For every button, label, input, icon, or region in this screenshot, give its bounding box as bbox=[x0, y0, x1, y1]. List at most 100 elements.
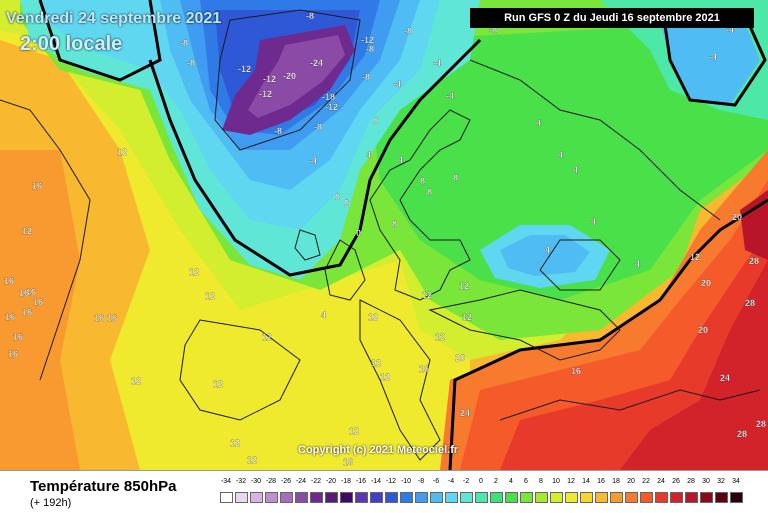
contour-label: -12 bbox=[259, 89, 272, 99]
legend-value: 4 bbox=[509, 478, 513, 485]
valid-date: Vendredi 24 septembre 2021 bbox=[6, 10, 222, 27]
contour-label: 0 bbox=[335, 192, 340, 202]
legend-value: 0 bbox=[479, 478, 483, 485]
legend-swatch bbox=[535, 492, 548, 503]
legend-value: 28 bbox=[687, 478, 695, 485]
forecast-hour: (+ 192h) bbox=[30, 497, 72, 509]
legend-value: -20 bbox=[325, 478, 337, 485]
contour-label: 4 bbox=[558, 150, 563, 160]
legend-value: 2 bbox=[494, 478, 498, 485]
coastlines bbox=[0, 9, 761, 461]
legend-swatch bbox=[385, 492, 398, 503]
legend-value: -18 bbox=[340, 478, 352, 485]
legend-swatch bbox=[565, 492, 578, 503]
contour-label: 8 bbox=[392, 219, 397, 229]
legend-value: 26 bbox=[672, 478, 680, 485]
legend-swatch bbox=[550, 492, 563, 503]
legend-value: -30 bbox=[250, 478, 262, 485]
legend-value: 14 bbox=[582, 478, 590, 485]
legend-swatch bbox=[730, 492, 743, 503]
legend-swatch bbox=[235, 492, 248, 503]
contour-label: -12 bbox=[238, 64, 251, 74]
contour-label: 4 bbox=[398, 155, 403, 165]
legend-value: 30 bbox=[702, 478, 710, 485]
legend-swatch bbox=[265, 492, 278, 503]
copyright-text: Copyright (c) 2021 Meteociel.fr bbox=[298, 444, 459, 456]
contour-label: -20 bbox=[283, 71, 296, 81]
contour-label: 28 bbox=[737, 429, 747, 439]
contour-label: -12 bbox=[263, 74, 276, 84]
contour-label: 16 bbox=[8, 349, 18, 359]
field-east-minus4c bbox=[500, 235, 590, 276]
contour-label: -4 bbox=[393, 79, 401, 89]
contour-label: 16 bbox=[22, 307, 32, 317]
isotherm-20c bbox=[448, 198, 768, 470]
legend-value: -4 bbox=[447, 478, 455, 485]
valid-time: 2:00 locale bbox=[20, 33, 123, 55]
contour-label: 16 bbox=[33, 297, 43, 307]
field-16c bbox=[0, 150, 80, 470]
legend-value: -12 bbox=[385, 478, 397, 485]
isotherm-0c bbox=[148, 38, 482, 277]
legend-swatch bbox=[415, 492, 428, 503]
contour-label: 12 bbox=[247, 455, 257, 465]
contour-label: 4 bbox=[591, 217, 596, 227]
contour-label: 12 bbox=[189, 267, 199, 277]
contour-label: 12 bbox=[22, 226, 32, 236]
contour-label: -8 bbox=[362, 72, 370, 82]
legend-value: -14 bbox=[370, 478, 382, 485]
legend-swatch bbox=[400, 492, 413, 503]
field-28c bbox=[620, 260, 768, 470]
contour-label: -8 bbox=[274, 126, 282, 136]
contour-label: 12 bbox=[459, 281, 469, 291]
legend-swatch bbox=[430, 492, 443, 503]
contour-label: -4 bbox=[726, 25, 734, 35]
temperature-map: -8 -8 -8 -12 -12 -20 -24 -12 -8 -8 -12 -18 -8 -8 -12 -4… bbox=[0, 0, 768, 470]
color-scale-legend: -34 -32 -30 -28 -26 -24 -22 -20 -18 -16 -14 -12 -10-… bbox=[220, 477, 750, 509]
legend-swatch bbox=[340, 492, 353, 503]
contour-label: 12 bbox=[131, 376, 141, 386]
contour-label: 20 bbox=[732, 212, 742, 222]
contour-label: -8 bbox=[180, 38, 188, 48]
legend-value: -2 bbox=[462, 478, 470, 485]
legend-swatch bbox=[520, 492, 533, 503]
contour-label: -4 bbox=[709, 52, 717, 62]
contour-label: 4 bbox=[321, 310, 326, 320]
contour-label: 12 bbox=[117, 147, 127, 157]
legend-value: 8 bbox=[539, 478, 543, 485]
contour-label: 12 bbox=[422, 290, 432, 300]
legend-value: 18 bbox=[612, 478, 620, 485]
contour-label: 12 bbox=[213, 379, 223, 389]
contour-label: -8 bbox=[366, 44, 374, 54]
contour-label: 8 bbox=[420, 176, 425, 186]
contour-label: 24 bbox=[460, 408, 470, 418]
legend-swatch bbox=[595, 492, 608, 503]
legend-value: 32 bbox=[717, 478, 725, 485]
contour-label: 16 bbox=[107, 313, 117, 323]
contour-label: 12 bbox=[462, 312, 472, 322]
contour-label: -18 bbox=[322, 92, 335, 102]
contour-label-layer: -8-8-8-12-12 -20-24-12-8-8-12-18-8 -8-12-4… bbox=[4, 11, 766, 467]
contour-label: 16 bbox=[343, 457, 353, 467]
variable-title: Température 850hPa bbox=[30, 478, 177, 495]
contour-label: 20 bbox=[455, 353, 465, 363]
legend-swatch bbox=[715, 492, 728, 503]
map-canvas: -8-8-8-12-12 -20-24-12-8-8-12-18-8 -8-12-4… bbox=[0, 0, 768, 470]
legend-value: 34 bbox=[732, 478, 740, 485]
legend-value: 24 bbox=[657, 478, 665, 485]
legend-swatch bbox=[580, 492, 593, 503]
legend-value: -26 bbox=[280, 478, 292, 485]
field-4c bbox=[370, 20, 768, 300]
legend-swatch bbox=[640, 492, 653, 503]
legend-value: 6 bbox=[524, 478, 528, 485]
legend-value: 12 bbox=[567, 478, 575, 485]
contour-label: 16 bbox=[19, 288, 29, 298]
legend-value: -8 bbox=[417, 478, 425, 485]
legend-value: 16 bbox=[597, 478, 605, 485]
contour-label: 8 bbox=[427, 187, 432, 197]
contour-label: 12 bbox=[262, 332, 272, 342]
contour-label: 28 bbox=[756, 419, 766, 429]
contour-label: 4 bbox=[536, 118, 541, 128]
contour-label: -24 bbox=[310, 58, 323, 68]
field-ne-minus4c bbox=[660, 10, 760, 105]
